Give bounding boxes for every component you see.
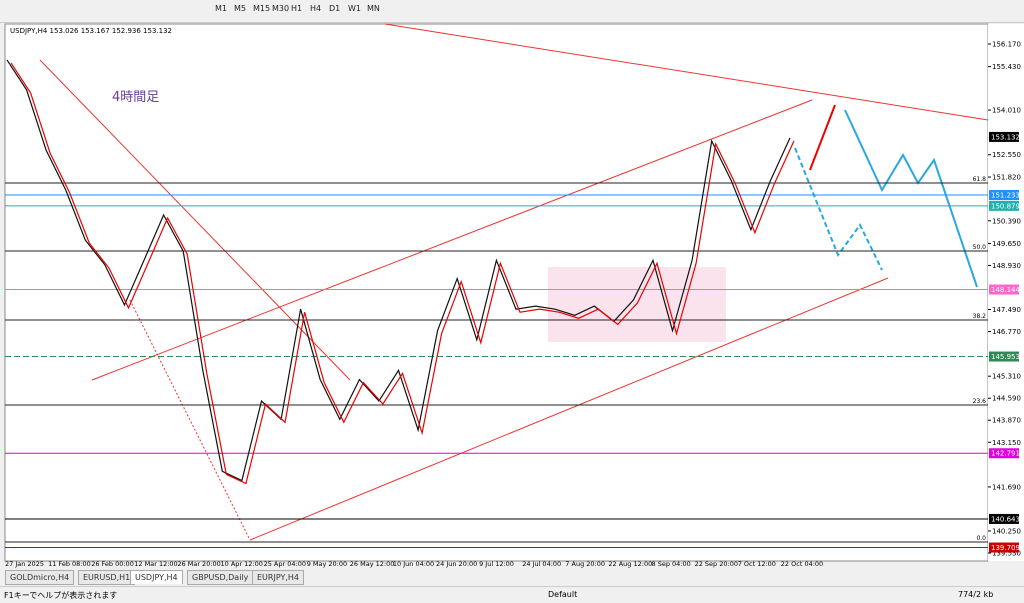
time-label: 10 Jun 04:00 [393, 560, 434, 568]
time-label: 22 Oct 04:00 [781, 560, 823, 568]
price-label: 141.690 [992, 483, 1021, 491]
time-label: 22 Sep 20:00 [695, 560, 738, 568]
price-label: 149.650 [992, 240, 1021, 248]
channel-line [249, 277, 889, 541]
price-label: 143.150 [992, 439, 1021, 447]
timeframe-button[interactable]: MN [367, 4, 380, 13]
timeframe-button[interactable]: W1 [348, 4, 361, 13]
price-label: 145.310 [992, 373, 1021, 381]
fibo-label: 61.8 [973, 176, 987, 183]
time-label: 26 May 12:00 [350, 560, 395, 568]
level-label: 153.132 [991, 133, 1020, 141]
time-label: 24 Jul 04:00 [522, 560, 561, 568]
time-label: 11 Feb 08:00 [48, 560, 91, 568]
annotation: 4時間足 [112, 90, 159, 105]
traffic: 774/2 kb [958, 590, 994, 599]
time-label: 7 Aug 20:00 [565, 560, 605, 568]
time-label: 7 Oct 12:00 [738, 560, 776, 568]
chart-tab[interactable]: EURUSD,H1 [78, 570, 136, 585]
chart-tab[interactable]: GBPUSD,Daily [187, 570, 254, 585]
level-label: 151.233 [991, 192, 1020, 200]
time-label: 9 May 20:00 [307, 560, 347, 568]
fibo-label: 38.2 [973, 313, 987, 320]
price-label: 155.430 [992, 63, 1021, 71]
price-label: 150.390 [992, 217, 1021, 225]
timeframe-button[interactable]: H1 [291, 4, 303, 13]
level-label-bg [989, 131, 1019, 142]
time-label: 8 Sep 04:00 [652, 560, 691, 568]
chart-tab[interactable]: USDJPY,H4 [130, 570, 183, 584]
chart-tabs: GOLDmicro,H4 EURUSD,H1 USDJPY,H4 GBPUSD,Dai… [0, 570, 1024, 585]
range-box [548, 267, 726, 342]
price-label: 154.010 [992, 107, 1021, 115]
chart-tab[interactable]: GOLDmicro,H4 [5, 570, 75, 585]
symbol-info: USDJPY,H4 153.026 153.167 152.936 153.13… [10, 27, 172, 35]
price-label: 152.550 [992, 151, 1021, 159]
level-label: 142.791 [991, 450, 1020, 458]
help-text: F1キーでヘルプが表示されます [4, 591, 118, 600]
chart: USDJPY,H4 153.026 153.167 152.936 153.13… [4, 23, 1024, 568]
price-label: 144.590 [992, 395, 1021, 403]
time-label: 9 Jul 12:00 [479, 560, 514, 568]
trend-line [384, 23, 989, 121]
level-label-bg [989, 448, 1019, 459]
level-label: 150.879 [991, 202, 1020, 210]
level-label: 145.953 [991, 353, 1020, 361]
level-label: 140.643 [991, 515, 1020, 523]
timeframe-button[interactable]: H4 [310, 4, 322, 13]
price-label: 147.490 [992, 306, 1021, 314]
time-label: 27 Jan 2025 [5, 560, 44, 568]
price-label: 156.170 [992, 41, 1021, 49]
time-label: 26 Mar 20:00 [177, 560, 220, 568]
price-label: 143.870 [992, 417, 1021, 425]
profile: Default [548, 590, 578, 599]
price-label: 140.250 [992, 527, 1021, 535]
forecast [844, 109, 978, 288]
time-label: 25 Apr 04:00 [264, 560, 306, 568]
fibo-label: 23.6 [973, 398, 987, 405]
forecast [794, 147, 883, 271]
timeframe-button[interactable]: M15 [253, 4, 271, 13]
level-label-bg [989, 513, 1019, 524]
timeframe-button[interactable]: M1 [215, 4, 227, 13]
timeframe-button[interactable]: M30 [272, 4, 290, 13]
price-label: 148.930 [992, 262, 1021, 270]
price-label: 139.530 [992, 550, 1021, 558]
fibo-label: 0.0 [976, 535, 986, 542]
status-bar: F1キーでヘルプが表示されます Default 774/2 kb [0, 586, 1024, 603]
channel-line [91, 99, 813, 381]
time-label: 12 Mar 12:00 [134, 560, 177, 568]
chart-tab[interactable]: EURJPY,H4 [252, 570, 305, 585]
price-line [6, 59, 791, 482]
trend-line [39, 59, 351, 381]
arrow [809, 104, 836, 171]
fibo-label: 50.0 [973, 244, 987, 251]
price-label: 151.820 [992, 174, 1021, 182]
level-label: 139.709 [991, 544, 1020, 552]
level-label-bg [989, 190, 1019, 201]
level-label-bg [989, 200, 1019, 211]
time-label: 26 Feb 00:00 [91, 560, 134, 568]
time-label: 22 Aug 12:00 [608, 560, 652, 568]
level-label-bg [989, 351, 1019, 362]
trend-line [129, 299, 251, 541]
timeframe-button[interactable]: D1 [329, 4, 341, 13]
plot-area [4, 23, 989, 562]
time-label: 24 Jun 20:00 [436, 560, 477, 568]
toolbar: M1 M5 M15 M30 H1 H4 D1 W1 MN [0, 0, 1024, 23]
moving-average [10, 62, 795, 485]
level-label-bg [989, 284, 1019, 295]
time-label: 10 Apr 12:00 [221, 560, 263, 568]
level-label-bg [989, 542, 1019, 553]
timeframe-button[interactable]: M5 [234, 4, 246, 13]
price-label: 146.770 [992, 328, 1021, 336]
level-label: 148.144 [991, 286, 1020, 294]
